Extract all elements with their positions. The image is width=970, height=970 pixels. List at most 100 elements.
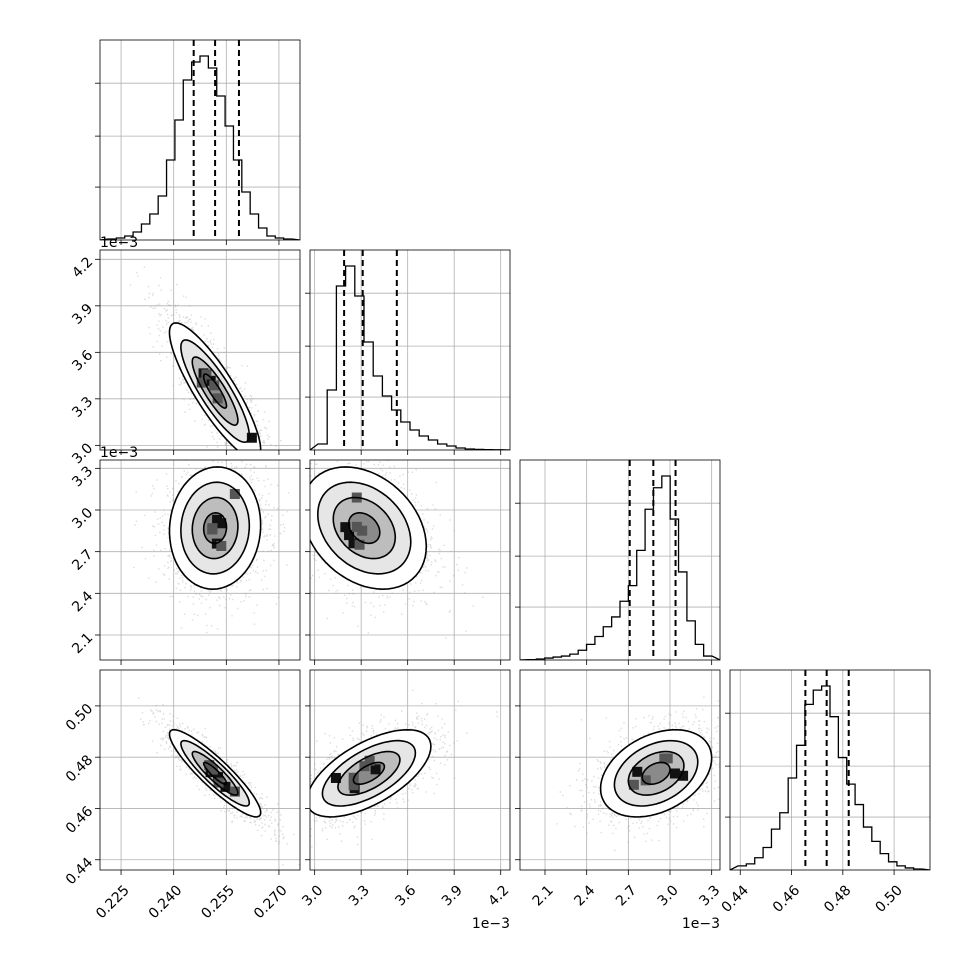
contour-0 xyxy=(641,761,671,785)
contour-0 xyxy=(202,511,228,545)
contour-1 xyxy=(191,750,239,796)
density-bin xyxy=(229,488,240,499)
contour-1 xyxy=(191,356,239,427)
contour-0 xyxy=(348,511,381,545)
scatter-panel-2-0 xyxy=(100,460,300,660)
density-bin xyxy=(340,522,351,533)
scatter-panel-3-0 xyxy=(100,670,300,870)
contour-2 xyxy=(180,339,251,444)
histogram-step-3 xyxy=(730,685,930,870)
y-tick-label-2-4: 3.3 xyxy=(69,463,96,490)
y-offset-label-1: 1e−3 xyxy=(100,235,138,251)
density-bin xyxy=(662,753,673,764)
density-bin xyxy=(330,772,341,783)
scatter-panel-2-1 xyxy=(310,460,510,660)
y-tick-label-2-1: 2.4 xyxy=(69,588,96,615)
density-bin xyxy=(220,781,231,792)
density-bin xyxy=(640,775,651,786)
density-bin xyxy=(209,380,220,391)
histogram-step-0 xyxy=(100,55,300,240)
density-bin xyxy=(216,518,227,529)
x-tick-label-2-0: 2.1 xyxy=(530,882,557,909)
panel-frame xyxy=(519,459,721,661)
density-bin xyxy=(246,432,257,443)
y-tick-label-1-1: 3.3 xyxy=(69,394,96,421)
density-bin xyxy=(351,521,362,532)
x-tick-label-0-2: 0.255 xyxy=(198,882,238,922)
scatter-panel-3-1 xyxy=(310,670,510,870)
contour-1 xyxy=(337,750,401,796)
density-bin xyxy=(364,755,375,766)
x-offset-label-2: 1e−3 xyxy=(682,916,720,932)
contour-2 xyxy=(180,481,251,575)
contour-0 xyxy=(352,761,386,785)
y-tick-label-1-0: 3.0 xyxy=(69,440,96,467)
y-tick-label-3-0: 0.44 xyxy=(63,855,96,888)
density-bin xyxy=(344,530,355,541)
scatter-panel-3-2 xyxy=(520,670,720,870)
x-tick-label-2-1: 2.4 xyxy=(571,882,598,909)
panel-frame xyxy=(729,669,931,871)
x-tick-label-3-3: 0.50 xyxy=(872,882,905,915)
contour-3 xyxy=(310,466,428,591)
x-tick-label-3-0: 0.44 xyxy=(719,882,752,915)
contour-3 xyxy=(168,322,262,450)
density-bin xyxy=(628,779,639,790)
density-bin xyxy=(669,768,680,779)
x-tick-label-3-2: 0.48 xyxy=(821,882,854,915)
density-bin xyxy=(213,777,224,788)
density-bin xyxy=(678,770,689,781)
density-bin xyxy=(632,766,643,777)
contour-3 xyxy=(168,729,262,818)
density-bin xyxy=(212,393,223,404)
contour-0 xyxy=(202,373,228,409)
x-tick-label-2-3: 3.0 xyxy=(655,882,682,909)
density-bin xyxy=(370,764,381,775)
histogram-panel-0 xyxy=(100,40,300,240)
panel-frame xyxy=(99,669,301,871)
x-tick-label-1-0: 3.0 xyxy=(299,882,326,909)
contour-3 xyxy=(168,466,262,591)
y-tick-label-2-0: 2.1 xyxy=(69,630,96,657)
x-offset-label-1: 1e−3 xyxy=(472,916,510,932)
density-bin xyxy=(354,539,365,550)
x-tick-label-1-3: 3.9 xyxy=(439,882,466,909)
panel-frame xyxy=(99,459,301,661)
histogram-panel-1 xyxy=(310,250,510,450)
x-tick-label-1-4: 4.2 xyxy=(485,882,512,909)
histogram-panel-3 xyxy=(730,670,930,870)
panel-frame xyxy=(519,669,721,871)
panel-frame xyxy=(99,39,301,241)
contour-2 xyxy=(321,739,417,807)
contour-1 xyxy=(191,496,239,560)
contour-2 xyxy=(180,739,251,807)
sample-points xyxy=(310,460,484,639)
contour-1 xyxy=(332,496,397,560)
density-bin xyxy=(216,540,227,551)
panel-frame xyxy=(309,249,511,451)
contour-2 xyxy=(316,481,412,575)
y-tick-label-1-4: 4.2 xyxy=(69,254,96,281)
density-bin xyxy=(196,377,207,388)
y-tick-label-3-3: 0.50 xyxy=(63,701,96,734)
y-offset-label-2: 1e−3 xyxy=(100,445,138,461)
contour-0 xyxy=(202,761,228,785)
y-tick-label-2-2: 2.7 xyxy=(69,547,96,574)
scatter-panel-1-0 xyxy=(100,250,300,450)
x-tick-label-0-1: 0.240 xyxy=(146,882,186,922)
histogram-panel-2 xyxy=(520,460,720,660)
density-bin xyxy=(348,780,359,791)
density-bin xyxy=(212,772,223,783)
density-bin xyxy=(348,538,359,549)
density-bin xyxy=(207,524,218,535)
panel-frame xyxy=(309,669,511,871)
x-tick-label-3-1: 0.46 xyxy=(770,882,803,915)
x-tick-label-1-2: 3.6 xyxy=(392,882,419,909)
x-tick-label-1-1: 3.3 xyxy=(346,882,373,909)
density-bin xyxy=(359,761,370,772)
x-tick-label-2-2: 2.7 xyxy=(613,882,640,909)
y-tick-label-3-1: 0.46 xyxy=(63,803,96,836)
panel-frame xyxy=(309,459,511,661)
contour-2 xyxy=(613,739,699,807)
